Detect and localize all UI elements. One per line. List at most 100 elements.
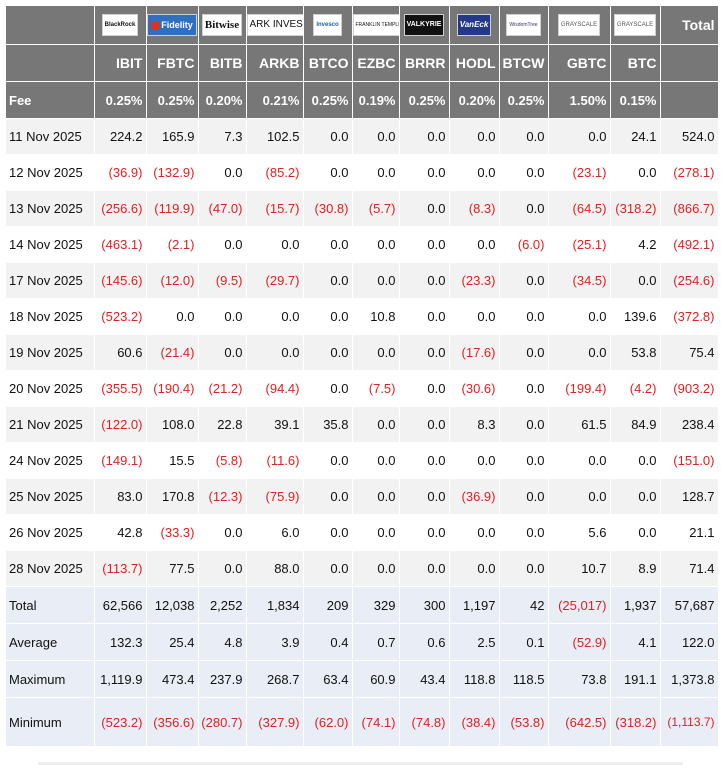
flow-cell: (17.6): [449, 334, 500, 371]
issuer-name: GRAYSCALE: [560, 22, 598, 28]
row-date: 20 Nov 2025: [6, 370, 95, 407]
table-row: 11 Nov 2025 224.2 165.9 7.3 102.5 0.0 0.0 0.0 0.…: [6, 118, 719, 155]
issuer-logo: Bitwise: [201, 14, 243, 36]
row-total: 75.4: [660, 334, 719, 371]
fee-value: 0.20%: [449, 81, 500, 119]
flow-cell: 0.0: [449, 442, 500, 479]
flow-cell: (149.1): [94, 442, 147, 479]
issuer-logo-cell: FRANKLIN TEMPLETON: [352, 6, 400, 45]
fee-value: 0.15%: [610, 81, 661, 119]
ticker-label: BRRR: [399, 44, 450, 82]
flow-cell: 0.0: [303, 154, 353, 191]
flow-cell: 0.0: [499, 190, 549, 227]
flow-cell: (29.7): [246, 262, 304, 299]
fee-label: Fee: [6, 81, 95, 119]
flow-cell: 0.0: [449, 514, 500, 551]
flow-cell: (12.0): [146, 262, 199, 299]
issuer-logo: VanEck: [456, 14, 492, 36]
row-date: 28 Nov 2025: [6, 550, 95, 587]
fee-value: 0.20%: [198, 81, 247, 119]
flow-cell: (145.6): [94, 262, 147, 299]
flow-cell: (6.0): [499, 226, 549, 263]
flow-cell: 42.8: [94, 514, 147, 551]
row-date: 18 Nov 2025: [6, 298, 95, 335]
summary-label: Maximum: [6, 660, 95, 698]
flow-cell: 0.0: [303, 262, 353, 299]
flow-cell: (12.3): [198, 478, 247, 515]
flow-cell: 0.0: [499, 334, 549, 371]
row-total: 21.1: [660, 514, 719, 551]
table-row: 24 Nov 2025 (149.1) 15.5 (5.8) (11.6) 0.0 0.0 0…: [6, 442, 719, 479]
flow-cell: (190.4): [146, 370, 199, 407]
flow-cell: 0.0: [303, 298, 353, 335]
flow-cell: (23.3): [449, 262, 500, 299]
issuer-name: ARK INVEST: [249, 19, 303, 30]
summary-row: Total 62,566 12,038 2,252 1,834 209 329 300 1,19…: [6, 586, 719, 624]
issuer-logo-cell: BlackRock: [94, 6, 147, 45]
flow-cell: (2.1): [146, 226, 199, 263]
flow-cell: (11.6): [246, 442, 304, 479]
ticker-total-blank: [660, 44, 719, 82]
summary-cell: 1,834: [246, 586, 304, 624]
flow-cell: 0.0: [303, 514, 353, 551]
flow-cell: 0.0: [352, 154, 400, 191]
ticker-label: FBTC: [146, 44, 199, 82]
summary-total: 1,373.8: [660, 660, 719, 698]
row-date: 11 Nov 2025: [6, 118, 95, 155]
issuer-logo: GRAYSCALE: [557, 14, 601, 36]
summary-cell: 43.4: [399, 660, 450, 698]
issuer-logo: FRANKLIN TEMPLETON: [352, 14, 398, 36]
table-row: 12 Nov 2025 (36.9) (132.9) 0.0 (85.2) 0.0 0.0 0…: [6, 154, 719, 191]
flow-cell: 224.2: [94, 118, 147, 155]
summary-cell: 2,252: [198, 586, 247, 624]
bottom-scroll-strip: [38, 762, 683, 765]
flow-cell: (256.6): [94, 190, 147, 227]
flow-cell: 22.8: [198, 406, 247, 443]
fee-value: 0.25%: [399, 81, 450, 119]
flow-cell: (34.5): [548, 262, 611, 299]
flow-cell: 0.0: [303, 442, 353, 479]
summary-cell: 329: [352, 586, 400, 624]
summary-total: (1,113.7): [660, 697, 719, 747]
flow-cell: 0.0: [352, 334, 400, 371]
flow-cell: (85.2): [246, 154, 304, 191]
row-total: 238.4: [660, 406, 719, 443]
flow-cell: 15.5: [146, 442, 199, 479]
fee-value: 0.25%: [94, 81, 147, 119]
summary-cell: (52.9): [548, 623, 611, 661]
row-date: 24 Nov 2025: [6, 442, 95, 479]
flow-cell: 0.0: [399, 226, 450, 263]
flow-cell: 0.0: [399, 370, 450, 407]
summary-cell: 132.3: [94, 623, 147, 661]
flow-cell: 0.0: [399, 298, 450, 335]
flow-cell: 0.0: [198, 514, 247, 551]
flow-cell: (132.9): [146, 154, 199, 191]
flow-cell: 4.2: [610, 226, 661, 263]
issuer-name: BlackRock: [104, 22, 136, 28]
summary-total: 122.0: [660, 623, 719, 661]
summary-cell: (74.1): [352, 697, 400, 747]
ticker-corner: [6, 44, 95, 82]
flow-cell: 0.0: [198, 334, 247, 371]
flow-cell: 108.0: [146, 406, 199, 443]
flow-cell: 0.0: [352, 478, 400, 515]
issuer-name: VALKYRIE: [406, 21, 442, 28]
row-total: (903.2): [660, 370, 719, 407]
summary-cell: (327.9): [246, 697, 304, 747]
flow-cell: 60.6: [94, 334, 147, 371]
summary-cell: (356.6): [146, 697, 199, 747]
ticker-label: ARKB: [246, 44, 304, 82]
issuer-logo: Invesco: [313, 14, 342, 36]
issuer-logo: GRAYSCALE: [613, 14, 657, 36]
flow-cell: (30.6): [449, 370, 500, 407]
summary-cell: (74.8): [399, 697, 450, 747]
corner-cell: [6, 6, 95, 45]
etf-flows-table: BlackRock Fidelity Bitwise ARK INVEST Invesc…: [6, 6, 719, 747]
ticker-label: GBTC: [548, 44, 611, 82]
flow-cell: 0.0: [548, 334, 611, 371]
flow-cell: 0.0: [399, 478, 450, 515]
flow-cell: (5.8): [198, 442, 247, 479]
flow-cell: 61.5: [548, 406, 611, 443]
row-total: (492.1): [660, 226, 719, 263]
flow-cell: 0.0: [303, 334, 353, 371]
